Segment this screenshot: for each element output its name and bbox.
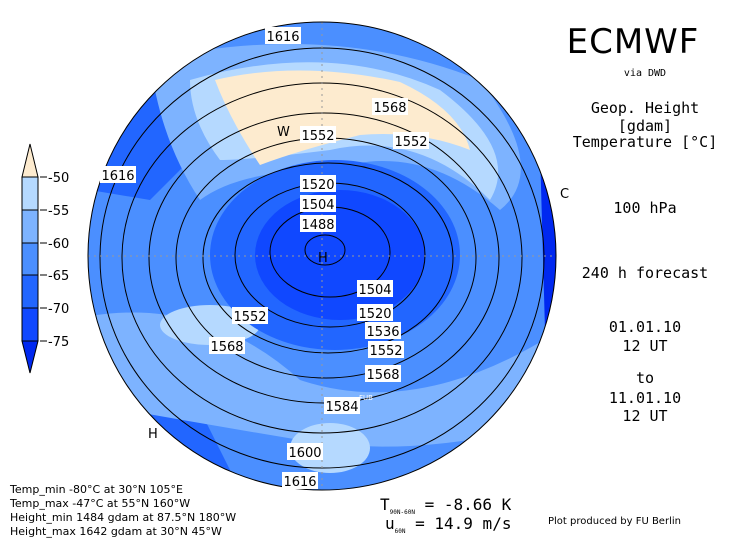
contour-value: 1536 bbox=[366, 325, 399, 340]
warm-marker: W bbox=[277, 125, 290, 140]
contour-value: 1504 bbox=[301, 198, 334, 213]
level-label: 100 hPa bbox=[613, 199, 677, 217]
contour-label: 1504 bbox=[357, 280, 393, 298]
contour-label: 1616 bbox=[100, 166, 136, 184]
field-height-label: Geop. Height [gdam] bbox=[590, 99, 700, 135]
contour-label: 1552 bbox=[232, 307, 268, 325]
contour-value: 1488 bbox=[301, 218, 334, 233]
contour-value: 1568 bbox=[366, 368, 399, 383]
contour-value: 1600 bbox=[288, 446, 321, 461]
contour-label: 1520 bbox=[357, 304, 393, 322]
contour-label: 1520 bbox=[300, 175, 336, 193]
contour-label: 1616 bbox=[282, 472, 318, 490]
u-value: = 14.9 m/s bbox=[415, 514, 512, 533]
contour-value: 1568 bbox=[373, 101, 406, 116]
contour-label: 1552 bbox=[368, 341, 404, 359]
contour-value: 1552 bbox=[369, 344, 402, 359]
stat-temp-max: Temp_max -47°C at 55°N 160°W bbox=[10, 497, 191, 510]
contour-label: 1568 bbox=[209, 337, 245, 355]
legend-tick-label: -65 bbox=[48, 269, 69, 284]
credit: Plot produced by FU Berlin bbox=[548, 516, 681, 527]
temp-gradient-index: T90N-60N = -8.66 K bbox=[380, 495, 511, 516]
legend-tick-label: -70 bbox=[48, 302, 69, 317]
init-time: 12 UT bbox=[622, 337, 668, 355]
legend-tick-label: -50 bbox=[48, 171, 69, 186]
low-marker: H bbox=[318, 251, 328, 266]
legend-tick-label: -55 bbox=[48, 204, 69, 219]
forecast-label: 240 h forecast bbox=[581, 264, 709, 282]
contour-label: 1552 bbox=[300, 126, 336, 144]
contour-value: 1616 bbox=[101, 169, 134, 184]
contour-value: 1504 bbox=[358, 283, 391, 298]
contour-value: 1552 bbox=[394, 135, 427, 150]
contour-label: 1552 bbox=[393, 132, 429, 150]
contour-value: 1520 bbox=[301, 178, 334, 193]
color-legend: -50 -55 -60 -65 -70 -75 bbox=[21, 143, 69, 374]
wind-index: u60N = 14.9 m/s bbox=[385, 514, 511, 535]
contour-label: 1488 bbox=[300, 215, 336, 233]
u-subscript: 60N bbox=[394, 528, 406, 536]
t-value: = -8.66 K bbox=[424, 495, 512, 514]
legend-tick-label: -75 bbox=[48, 335, 69, 350]
high-marker: H bbox=[148, 427, 158, 442]
contour-value: 1584 bbox=[325, 400, 358, 415]
contour-label: 1600 bbox=[287, 443, 323, 461]
to-label: to bbox=[635, 369, 655, 387]
t-symbol: T bbox=[380, 495, 390, 514]
contour-value: 1520 bbox=[358, 307, 391, 322]
contour-value: 1552 bbox=[233, 310, 266, 325]
map-border bbox=[87, 21, 557, 491]
valid-time: 12 UT bbox=[622, 407, 668, 425]
legend-tick-label: -60 bbox=[48, 237, 69, 252]
contour-value: 1616 bbox=[266, 30, 299, 45]
field-temp-label: Temperature [°C] bbox=[572, 133, 718, 151]
u-symbol: u bbox=[385, 514, 395, 533]
contour-label: 1616 bbox=[265, 27, 301, 45]
contour-label: 1504 bbox=[300, 195, 336, 213]
contour-value: 1568 bbox=[210, 340, 243, 355]
stat-temp-min: Temp_min -80°C at 30°N 105°E bbox=[10, 483, 183, 496]
contour-value: 1616 bbox=[283, 475, 316, 490]
source-label: via DWD bbox=[623, 68, 667, 79]
contour-label: 1568 bbox=[372, 98, 408, 116]
cold-marker: C bbox=[560, 187, 569, 202]
init-date: 01.01.10 bbox=[608, 318, 682, 336]
contour-label: 1584 bbox=[324, 397, 360, 415]
contour-label: 1568 bbox=[365, 365, 401, 383]
stat-height-min: Height_min 1484 gdam at 87.5°N 180°W bbox=[10, 511, 237, 524]
t-subscript: 90N-60N bbox=[389, 509, 415, 517]
valid-date: 11.01.10 bbox=[608, 389, 682, 407]
station-marker: FUB bbox=[359, 394, 373, 402]
contour-value: 1552 bbox=[301, 129, 334, 144]
graticule bbox=[88, 22, 556, 490]
contour-label: 1536 bbox=[365, 322, 401, 340]
app-title: ECMWF bbox=[566, 22, 700, 62]
stat-height-max: Height_max 1642 gdam at 30°N 45°W bbox=[10, 525, 222, 538]
contour-labels: 1616 1568 1552 1552 1616 1520 1504 1488 1504 1520… bbox=[100, 27, 429, 490]
